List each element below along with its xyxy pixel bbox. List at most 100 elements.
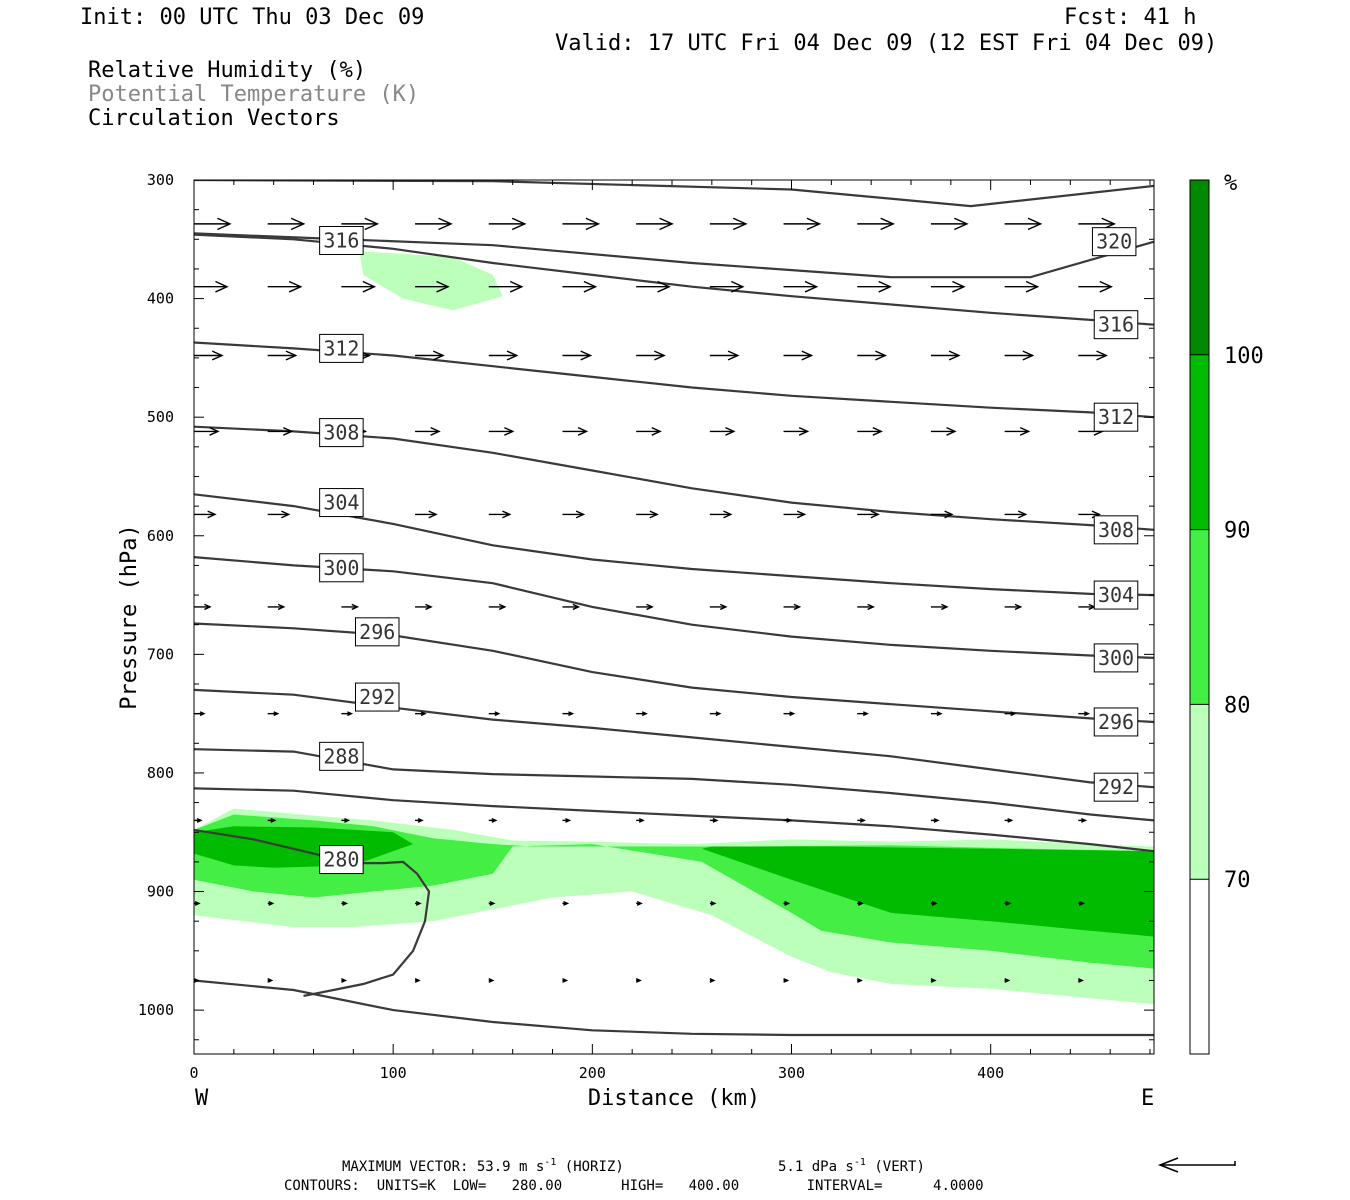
contour-label-end-296-7: 296 (1093, 707, 1139, 737)
vector-5-4 (488, 603, 507, 611)
valid-time: Valid: 17 UTC Fri 04 Dec 09 (12 EST Fri … (555, 31, 1217, 56)
vector-9-3 (414, 978, 421, 983)
y-axis-title: Pressure (hPa) (117, 524, 142, 709)
vector-4-7 (709, 510, 733, 519)
vector-7-5 (562, 817, 572, 823)
max-vector-text: MAXIMUM VECTOR: 53.9 m s-1 (HORIZ) (342, 1157, 624, 1175)
vector-5-1 (267, 603, 286, 611)
vector-4-11 (1004, 510, 1028, 519)
axes: 0 100 200 300 400 300 400 500 600 700 800 900 1000 (138, 171, 1154, 1082)
vector-5-0 (194, 603, 212, 611)
vector-6-6 (636, 711, 648, 717)
contour-label-288-10: 288 (319, 741, 364, 771)
vector-2-12 (1078, 350, 1109, 361)
contour-label-308-4: 308 (319, 418, 364, 448)
vector-9-6 (635, 978, 642, 983)
vector-2-6 (636, 350, 666, 361)
vector-1-3 (415, 280, 450, 293)
vector-6-12 (1078, 711, 1091, 717)
vector-9-12 (1078, 978, 1085, 983)
vector-5-9 (857, 603, 875, 611)
vector-3-3 (415, 426, 441, 436)
vector-2-11 (1004, 350, 1035, 361)
vector-0-0 (194, 217, 232, 231)
legend-circulation-vectors: Circulation Vectors (88, 106, 340, 131)
contour-labels: 320 316 316 312 312 308 308 304 304 300 300 296 296 2… (319, 225, 1139, 875)
vector-2-3 (415, 350, 445, 361)
vector-3-8 (783, 426, 810, 436)
vector-4-8 (783, 510, 807, 519)
vector-6-4 (488, 711, 501, 717)
svg-text:292: 292 (1098, 775, 1134, 799)
contours-text: CONTOURS: UNITS=K LOW= 280.00 HIGH= 400.… (284, 1178, 984, 1194)
colorbar-segment-4 (1190, 180, 1209, 355)
vector-2-1 (267, 350, 298, 361)
contour-label-304-5: 304 (319, 488, 364, 518)
colorbar: 70 80 90 100% (1189, 171, 1264, 1055)
vector-9-7 (709, 978, 716, 983)
svg-text:300: 300 (323, 556, 359, 580)
svg-text:316: 316 (323, 228, 359, 252)
vector-1-8 (783, 280, 819, 293)
vector-8-4 (488, 900, 496, 906)
vector-2-8 (783, 350, 814, 361)
vector-7-6 (636, 817, 645, 823)
vector-4-1 (267, 510, 291, 519)
vector-9-10 (930, 978, 937, 983)
vector-6-7 (709, 711, 722, 717)
forecast-hour: Fcst: 41 h (1064, 5, 1196, 30)
vector-6-1 (267, 711, 280, 717)
y-tick-label-300: 300 (147, 171, 174, 189)
vector-0-2 (341, 217, 380, 231)
vector-1-6 (636, 280, 671, 293)
contour-label-end-312-3: 312 (1093, 402, 1139, 432)
vector-8-3 (415, 900, 422, 906)
vector-6-8 (783, 711, 796, 717)
vector-2-9 (857, 350, 887, 361)
colorbar-unit: % (1224, 171, 1237, 196)
vector-4-0 (194, 510, 217, 519)
vector-7-8 (783, 817, 793, 823)
vector-2-0 (194, 350, 224, 361)
vector-0-11 (1004, 217, 1043, 231)
vector-0-8 (783, 217, 822, 231)
vector-8-11 (1004, 900, 1012, 906)
vector-9-8 (783, 978, 790, 983)
vector-9-4 (488, 978, 495, 983)
vector-0-6 (636, 217, 674, 231)
svg-text:320: 320 (1096, 230, 1132, 254)
vector-5-2 (341, 603, 360, 611)
colorbar-label-80: 80 (1224, 693, 1251, 718)
contour-label-292-8: 292 (354, 682, 400, 712)
svg-text:308: 308 (323, 421, 359, 445)
vert-vector-text: 5.1 dPa s-1 (VERT) (778, 1157, 925, 1175)
svg-text:312: 312 (1098, 405, 1134, 429)
rh-region-70-1 (359, 251, 503, 311)
vector-7-9 (857, 817, 866, 823)
vector-0-5 (562, 217, 601, 231)
theta-contour-320-0 (194, 180, 1154, 208)
vector-1-12 (1078, 280, 1114, 293)
vector-1-9 (857, 280, 892, 293)
svg-text:304: 304 (1098, 583, 1134, 607)
vector-6-9 (857, 711, 869, 717)
vector-8-10 (930, 900, 938, 906)
vector-8-1 (267, 900, 275, 906)
vector-5-7 (709, 603, 728, 611)
vector-1-4 (488, 280, 524, 293)
vector-1-2 (341, 280, 377, 293)
vector-4-6 (636, 510, 659, 519)
svg-text:280: 280 (323, 848, 359, 872)
svg-text:288: 288 (323, 744, 359, 768)
vector-5-12 (1078, 603, 1097, 611)
theta-contour-296-7 (194, 622, 1154, 724)
west-label: W (195, 1086, 209, 1111)
vector-4-5 (562, 510, 586, 519)
colorbar-frame (1189, 179, 1210, 1055)
vector-5-5 (562, 603, 581, 611)
contour-label-end-304-5: 304 (1093, 580, 1139, 610)
vector-3-10 (930, 426, 957, 436)
vector-6-2 (341, 711, 354, 717)
vector-7-0 (194, 817, 203, 823)
